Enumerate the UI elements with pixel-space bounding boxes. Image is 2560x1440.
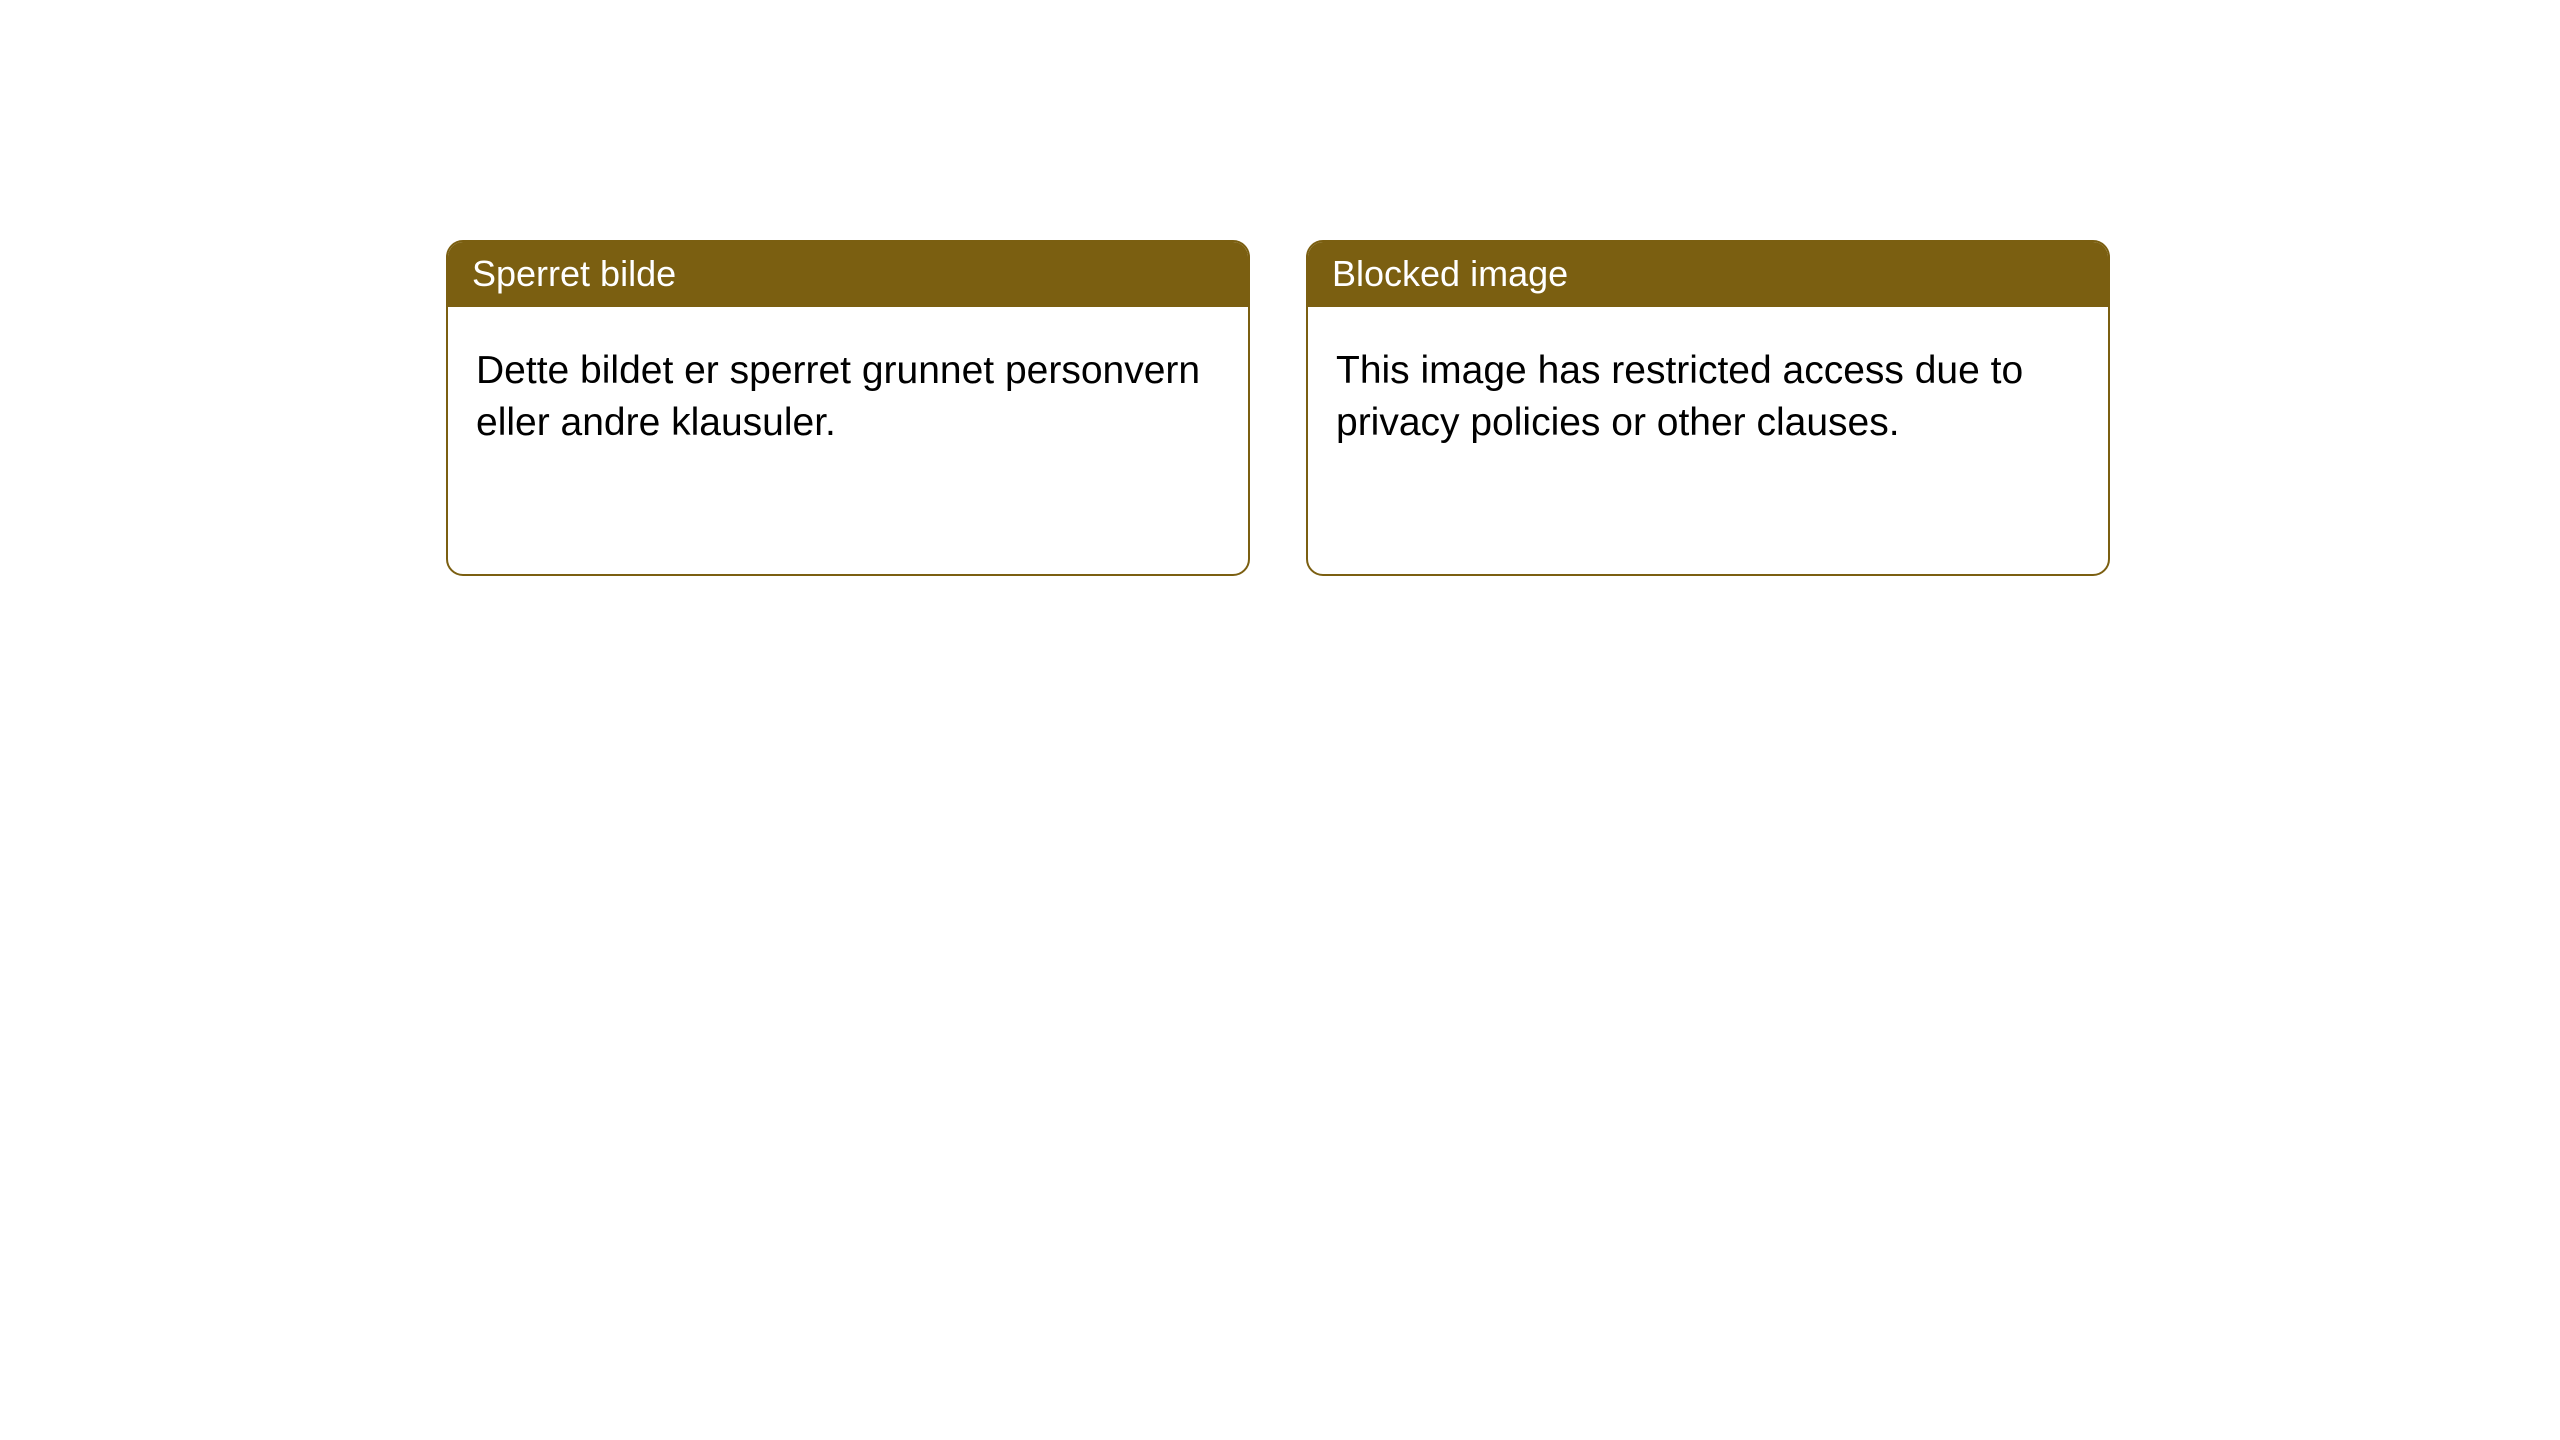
- notice-container: Sperret bilde Dette bildet er sperret gr…: [0, 0, 2560, 576]
- notice-card-norwegian: Sperret bilde Dette bildet er sperret gr…: [446, 240, 1250, 576]
- notice-body: This image has restricted access due to …: [1308, 307, 2108, 473]
- notice-body: Dette bildet er sperret grunnet personve…: [448, 307, 1248, 473]
- notice-title: Sperret bilde: [448, 242, 1248, 307]
- notice-title: Blocked image: [1308, 242, 2108, 307]
- notice-card-english: Blocked image This image has restricted …: [1306, 240, 2110, 576]
